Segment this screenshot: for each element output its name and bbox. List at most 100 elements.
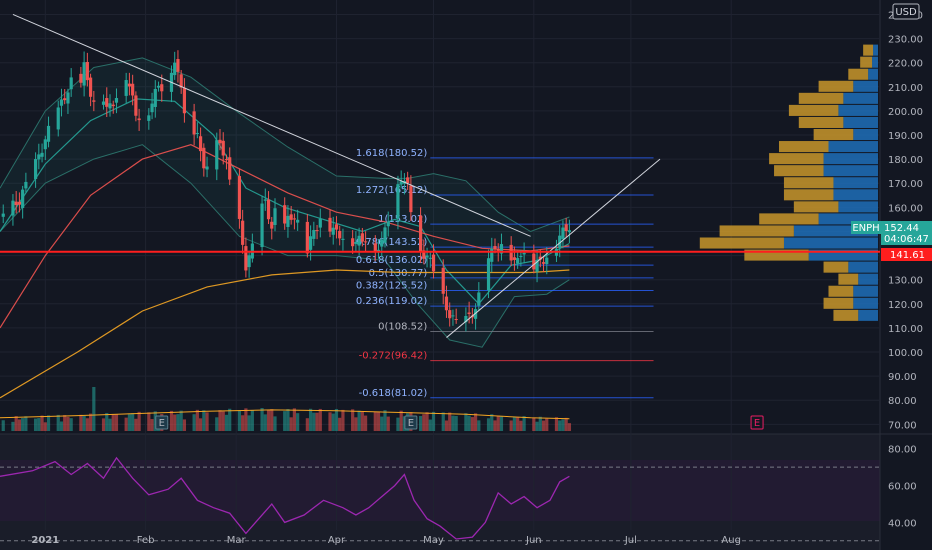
price-tick-label: 90.00 — [888, 372, 917, 383]
volume-bar — [24, 416, 28, 431]
volume-bar — [88, 413, 93, 431]
volume-bar — [250, 410, 254, 431]
volume-bar — [241, 415, 245, 431]
profile-bar-down — [793, 225, 878, 237]
candle-body — [477, 292, 481, 306]
candle-body — [37, 154, 41, 160]
candle-body — [63, 98, 67, 101]
candle-body — [558, 235, 562, 248]
candle-body — [454, 319, 458, 321]
profile-bar-down — [858, 309, 878, 321]
candle-body — [286, 215, 290, 227]
symbol-label: ENPH — [852, 223, 879, 234]
candle-body — [40, 152, 44, 157]
candle-body — [79, 73, 83, 83]
candle-body — [331, 227, 335, 235]
fibonacci-levels: 1.618(180.52) 1.272(165.12) 1(153.02) 0.786… — [356, 148, 654, 399]
earnings-letter: E — [408, 418, 414, 429]
time-axis[interactable]: 2021 Feb Mar Apr May Jun Jul Aug — [31, 535, 741, 546]
volume-bar — [192, 414, 196, 431]
fib-label: 0.786(143.52) — [356, 237, 428, 248]
volume-bar — [56, 414, 60, 431]
candle-body — [114, 98, 119, 103]
volume-bar — [380, 416, 384, 431]
candle-body — [127, 83, 132, 87]
fib-label: -0.272(96.42) — [359, 351, 428, 362]
symbol-tag-box — [851, 221, 881, 234]
candle-body — [399, 181, 403, 185]
volume-bars — [0, 387, 572, 431]
volume-bar — [79, 414, 83, 431]
candle-body — [418, 215, 423, 253]
candle-body — [59, 99, 64, 106]
moving-average-line — [0, 144, 570, 329]
candle-body — [409, 185, 413, 213]
price-tick-label: 110.00 — [888, 324, 923, 335]
rsi-tick-label: 80.00 — [888, 445, 917, 456]
volume-bar — [273, 416, 277, 431]
candle-body — [308, 236, 313, 250]
volume-bar — [169, 410, 174, 431]
trendline — [446, 158, 661, 338]
volume-bar — [111, 414, 115, 431]
price-tick-label: 120.00 — [888, 300, 923, 311]
candle-body — [160, 84, 164, 92]
earnings-marker: E — [155, 415, 169, 430]
profile-bar-up — [813, 128, 854, 141]
volume-bar — [63, 415, 67, 431]
fib-label: -0.618(81.02) — [359, 388, 428, 399]
candle-body — [386, 221, 390, 227]
candle-body — [69, 77, 73, 90]
profile-bar-up — [833, 309, 859, 321]
trendlines[interactable] — [12, 14, 661, 338]
volume-bar — [567, 423, 572, 431]
volume-bar — [512, 416, 517, 431]
volume-bar — [470, 417, 474, 431]
volume-bar — [383, 410, 387, 431]
volume-bar — [315, 412, 319, 431]
earnings-box — [155, 415, 169, 430]
volume-bar — [17, 419, 22, 431]
time-tick-label: May — [423, 535, 444, 546]
volume-bar — [43, 422, 47, 431]
volume-bar — [40, 415, 44, 431]
candle-body — [1, 213, 5, 217]
bollinger-upper — [0, 57, 570, 233]
profile-bar-down — [843, 116, 878, 128]
volume-bar — [522, 416, 526, 431]
candle-body — [357, 235, 361, 246]
profile-bar-down — [868, 68, 878, 80]
volume-bar — [202, 410, 206, 431]
candle-body — [486, 258, 491, 291]
currency-badge[interactable]: USD — [892, 3, 920, 20]
profile-bar-down — [818, 213, 878, 225]
volume-bar — [11, 421, 15, 431]
level-tag-box — [881, 248, 932, 261]
profile-bar-up — [783, 189, 834, 201]
volume-bar — [150, 419, 154, 431]
volume-bar — [283, 411, 287, 431]
volume-bar — [198, 418, 203, 431]
volume-bar — [176, 414, 180, 431]
volume-bar — [328, 412, 332, 431]
volume-profile — [699, 44, 878, 321]
candle-body — [150, 103, 154, 113]
volume-bar — [69, 418, 73, 431]
profile-bar-up — [774, 165, 824, 177]
candle-body — [101, 101, 106, 105]
volume-bar — [205, 412, 209, 431]
profile-bar-down — [848, 261, 878, 273]
candle-body — [195, 132, 199, 134]
volume-bar — [441, 412, 445, 431]
fib-label: 0.5(130.77) — [369, 268, 428, 279]
volume-bar — [270, 409, 274, 431]
fib-label: 0.236(119.02) — [356, 296, 428, 307]
profile-bar-down — [833, 189, 878, 201]
candle-body — [451, 315, 455, 317]
rsi-tick-label: 60.00 — [888, 482, 917, 493]
level-label: 141.61 — [890, 250, 925, 261]
volume-bar — [354, 417, 358, 431]
volume-bar — [179, 410, 183, 431]
